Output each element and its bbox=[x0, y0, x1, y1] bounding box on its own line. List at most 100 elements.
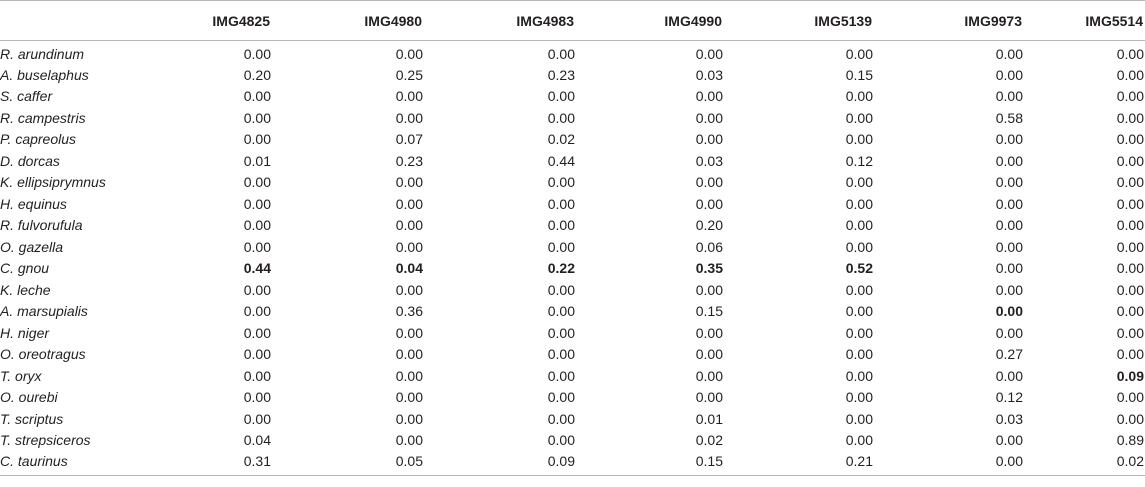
column-header: IMG5139 bbox=[724, 0, 874, 41]
species-name-cell: T. strepsiceros bbox=[0, 432, 91, 449]
table-row: D. dorcas 0.01 0.23 0.44 0.03 0.12 0.00 0.00 bbox=[0, 150, 1145, 172]
value-cell: 0.00 bbox=[695, 174, 723, 191]
value-cell: 0.02 bbox=[547, 131, 575, 148]
table-row: C. taurinus 0.31 0.05 0.09 0.15 0.21 0.00 0.02 bbox=[0, 451, 1145, 476]
value-cell: 0.00 bbox=[547, 303, 575, 320]
value-cell: 0.00 bbox=[547, 174, 575, 191]
value-cell: 0.00 bbox=[845, 88, 873, 105]
value-cell: 0.00 bbox=[243, 324, 271, 341]
value-cell: 0.00 bbox=[845, 432, 873, 449]
value-cell: 0.00 bbox=[1116, 152, 1144, 169]
species-name-cell: R. arundinum bbox=[0, 46, 85, 62]
value-cell: 0.00 bbox=[243, 109, 271, 126]
value-cell: 0.09 bbox=[1116, 367, 1144, 384]
column-header bbox=[0, 0, 126, 41]
value-cell: 0.00 bbox=[845, 303, 873, 320]
value-cell: 0.02 bbox=[695, 432, 723, 449]
species-name-cell: K. leche bbox=[0, 281, 51, 298]
value-cell: 0.00 bbox=[845, 109, 873, 126]
value-cell: 0.00 bbox=[395, 109, 423, 126]
value-cell: 0.00 bbox=[695, 131, 723, 148]
value-cell: 0.15 bbox=[845, 66, 873, 83]
value-cell: 0.35 bbox=[695, 260, 723, 277]
value-cell: 0.00 bbox=[695, 195, 723, 212]
value-cell: 0.00 bbox=[1116, 346, 1144, 363]
value-cell: 0.00 bbox=[995, 66, 1023, 83]
value-cell: 0.00 bbox=[995, 131, 1023, 148]
value-cell: 0.00 bbox=[995, 367, 1023, 384]
value-cell: 0.00 bbox=[845, 367, 873, 384]
value-cell: 0.03 bbox=[995, 410, 1023, 427]
value-cell: 0.00 bbox=[395, 88, 423, 105]
table-row: T. strepsiceros 0.04 0.00 0.00 0.02 0.00 0.00 0… bbox=[0, 430, 1145, 452]
value-cell: 0.00 bbox=[243, 346, 271, 363]
table-row: O. oreotragus 0.00 0.00 0.00 0.00 0.00 0.27 0.0… bbox=[0, 344, 1145, 366]
value-cell: 0.00 bbox=[695, 324, 723, 341]
species-name-cell: O. gazella bbox=[0, 238, 64, 255]
table-row: S. caffer 0.00 0.00 0.00 0.00 0.00 0.00 0.00 bbox=[0, 86, 1145, 108]
value-cell: 0.44 bbox=[243, 260, 271, 277]
value-cell: 0.07 bbox=[395, 131, 423, 148]
value-cell: 0.00 bbox=[243, 367, 271, 384]
table-row: T. oryx 0.00 0.00 0.00 0.00 0.00 0.00 0.09 bbox=[0, 365, 1145, 387]
table-row: T. scriptus 0.00 0.00 0.00 0.01 0.00 0.03 0.00 bbox=[0, 408, 1145, 430]
column-header: IMG4983 bbox=[424, 0, 576, 41]
probability-table: IMG4825 IMG4980 IMG4983 IMG4990 IMG5139 … bbox=[0, 0, 1145, 476]
value-cell: 0.00 bbox=[995, 152, 1023, 169]
column-header: IMG4980 bbox=[272, 0, 424, 41]
value-cell: 0.04 bbox=[395, 260, 423, 277]
value-cell: 0.00 bbox=[1116, 66, 1144, 83]
value-cell: 0.00 bbox=[1116, 109, 1144, 126]
column-header: IMG4990 bbox=[576, 0, 724, 41]
value-cell: 0.00 bbox=[395, 346, 423, 363]
table-row: O. gazella 0.00 0.00 0.00 0.06 0.00 0.00 0.00 bbox=[0, 236, 1145, 258]
species-name-cell: T. oryx bbox=[0, 367, 42, 384]
species-name-cell: O. ourebi bbox=[0, 389, 58, 406]
value-cell: 0.00 bbox=[845, 238, 873, 255]
value-cell: 0.00 bbox=[243, 303, 271, 320]
value-cell: 0.15 bbox=[695, 303, 723, 320]
value-cell: 0.31 bbox=[126, 451, 272, 476]
value-cell: 0.00 bbox=[1116, 217, 1144, 234]
value-cell: 0.23 bbox=[547, 66, 575, 83]
species-name-cell: R. fulvorufula bbox=[0, 217, 83, 234]
value-cell: 0.00 bbox=[243, 174, 271, 191]
value-cell: 0.00 bbox=[1116, 88, 1144, 105]
value-cell: 0.00 bbox=[547, 46, 575, 62]
value-cell: 0.23 bbox=[395, 152, 423, 169]
value-cell: 0.12 bbox=[845, 152, 873, 169]
value-cell: 0.01 bbox=[695, 410, 723, 427]
species-name-cell: K. ellipsiprymnus bbox=[0, 174, 106, 191]
species-name-cell: H. niger bbox=[0, 324, 50, 341]
species-name-cell: A. buselaphus bbox=[0, 66, 89, 83]
value-cell: 0.44 bbox=[547, 152, 575, 169]
value-cell: 0.00 bbox=[695, 367, 723, 384]
value-cell: 0.00 bbox=[547, 432, 575, 449]
species-name-cell: A. marsupialis bbox=[0, 303, 88, 320]
value-cell: 0.25 bbox=[395, 66, 423, 83]
value-cell: 0.00 bbox=[995, 324, 1023, 341]
species-name-cell: O. oreotragus bbox=[0, 346, 86, 363]
value-cell: 0.00 bbox=[845, 195, 873, 212]
species-name-cell: S. caffer bbox=[0, 88, 53, 105]
value-cell: 0.00 bbox=[995, 174, 1023, 191]
value-cell: 0.00 bbox=[547, 367, 575, 384]
value-cell: 0.00 bbox=[547, 324, 575, 341]
value-cell: 0.00 bbox=[243, 410, 271, 427]
value-cell: 0.00 bbox=[547, 217, 575, 234]
value-cell: 0.00 bbox=[995, 281, 1023, 298]
value-cell: 0.00 bbox=[395, 324, 423, 341]
value-cell: 0.00 bbox=[243, 195, 271, 212]
column-header: IMG4825 bbox=[126, 0, 272, 41]
column-header: IMG9973 bbox=[874, 0, 1024, 41]
value-cell: 0.00 bbox=[547, 346, 575, 363]
value-cell: 0.00 bbox=[395, 410, 423, 427]
species-name-cell: T. scriptus bbox=[0, 410, 64, 427]
value-cell: 0.00 bbox=[395, 367, 423, 384]
value-cell: 0.00 bbox=[395, 389, 423, 406]
value-cell: 0.00 bbox=[845, 410, 873, 427]
value-cell: 0.12 bbox=[995, 389, 1023, 406]
value-cell: 0.21 bbox=[724, 451, 874, 476]
value-cell: 0.06 bbox=[695, 238, 723, 255]
